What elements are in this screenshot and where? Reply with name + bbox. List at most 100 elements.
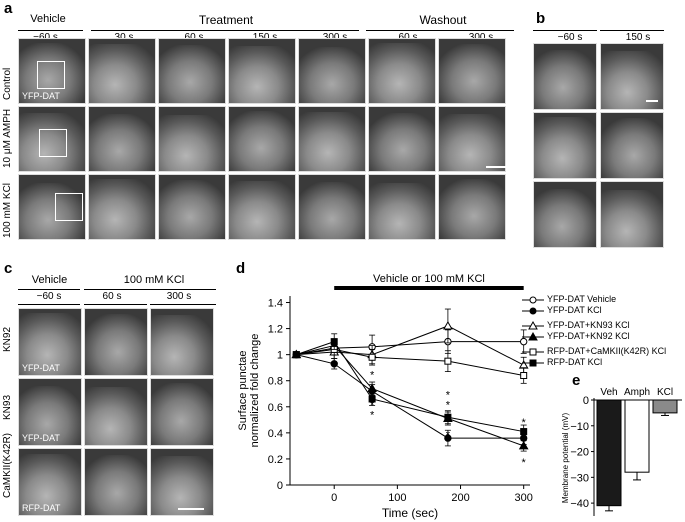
microscopy-tile-b-r0-c0: [533, 43, 597, 110]
e-ylabel: Membrane potential (mV): [561, 413, 570, 504]
panel-a-label: a: [4, 0, 13, 17]
d-point: [292, 351, 300, 359]
legend-label-1: YFP-DAT KCl: [547, 305, 602, 315]
d-ytick-label: 1.4: [268, 298, 283, 310]
cell-image: [159, 115, 225, 171]
microscopy-tile-a-r0-c3: [228, 38, 296, 104]
b-time-0: −60 s: [557, 32, 583, 43]
cell-image: [159, 180, 225, 239]
microscopy-tile-a-r1-c0: [18, 106, 86, 172]
microscopy-tile-b-r2-c1: [600, 181, 664, 248]
c-time-1: 60 s: [102, 291, 122, 302]
a-vehicle-line: [18, 30, 83, 31]
cell-image: [369, 43, 435, 103]
roi-box: [55, 193, 83, 221]
c-row-2: CaMKII(K42R): [2, 432, 13, 498]
d-point: [518, 440, 529, 450]
a-row-2: 100 mM KCl: [2, 182, 13, 238]
d-ylabel-1: Surface punctae: [237, 350, 249, 430]
microscopy-tile-a-r1-c1: [88, 106, 156, 172]
cell-image: [369, 183, 435, 239]
microscopy-tile-a-r0-c0: YFP-DAT: [18, 38, 86, 104]
a-time-3: 150 s: [250, 32, 280, 43]
d-xtick-label: 100: [388, 492, 406, 504]
treatment-bar-label: Vehicle or 100 mM KCl: [373, 273, 485, 285]
cell-image: [19, 454, 81, 515]
e-bar-amph: [624, 399, 650, 473]
d-significance-asterisk: *: [370, 400, 375, 412]
legend-marker-2: [522, 321, 544, 330]
d-significance-asterisk: *: [522, 417, 527, 429]
d-point: [520, 372, 528, 380]
a-time-0: −60 s: [18, 32, 73, 43]
legend-marker-0: [522, 296, 544, 304]
d-series-5: [292, 333, 528, 439]
cell-image: [229, 46, 295, 103]
a-time-1: 30 s: [112, 32, 136, 43]
cell-image: [89, 114, 155, 171]
c-row-0: KN92: [2, 326, 13, 352]
e-category-label: Veh: [600, 387, 617, 398]
e-category-label: KCl: [657, 387, 673, 398]
d-significance-asterisk: *: [446, 400, 451, 412]
cell-image: [151, 456, 213, 515]
legend-label-2: YFP-DAT+KN93 KCl: [547, 320, 630, 330]
d-point: [444, 413, 452, 421]
cell-image: [534, 117, 596, 178]
c-t2-line: [150, 304, 216, 305]
microscopy-tile-c-r0-c2: [150, 308, 214, 376]
e-ytick-label: 0: [583, 395, 589, 407]
microscopy-tile-c-r1-c2: [150, 378, 214, 446]
e-bar-kcl: [652, 399, 678, 414]
cell-image: [85, 455, 147, 515]
legend-marker-5: [522, 359, 544, 367]
microscopy-tile-a-r1-c3: [228, 106, 296, 172]
microscopy-tile-a-r0-c6: [438, 38, 506, 104]
cell-image: [19, 113, 85, 171]
microscopy-tile-c-r0-c0: YFP-DAT: [18, 308, 82, 376]
roi-box: [37, 61, 65, 89]
tile-label: YFP-DAT: [22, 433, 60, 443]
cell-image: [89, 44, 155, 103]
cell-image: [439, 179, 505, 239]
c-t0-line: [18, 304, 80, 305]
d-point: [330, 338, 338, 346]
cell-image: [534, 189, 596, 247]
a-row-1: 10 μM AMPH: [2, 108, 13, 168]
c-group-vehicle: Vehicle: [31, 274, 68, 286]
e-bars: Veh Amph KCl: [596, 387, 678, 512]
c-t1-line: [84, 304, 147, 305]
microscopy-tile-a-r0-c2: [158, 38, 226, 104]
d-point: [519, 337, 528, 346]
d-point: [368, 395, 376, 403]
c-time-2: 300 s: [166, 291, 192, 302]
cell-image: [369, 113, 435, 171]
microscopy-tile-a-r2-c0: [18, 174, 86, 240]
b-line-0: [533, 30, 597, 31]
d-series-0: [292, 329, 528, 359]
cell-image: [89, 179, 155, 239]
a-time-6: 300 s: [466, 32, 496, 43]
tile-label: RFP-DAT: [22, 503, 61, 513]
microscopy-tile-a-r2-c6: [438, 174, 506, 240]
cell-image: [601, 51, 663, 109]
legend-marker-4: [522, 348, 544, 356]
d-point: [444, 434, 452, 442]
a-group-washout: Washout: [419, 13, 467, 27]
microscopy-tile-a-r2-c4: [298, 174, 366, 240]
legend-label-0: YFP-DAT Vehicle: [547, 294, 617, 304]
e-ytick-label: −30: [570, 472, 589, 484]
a-time-2: 60 s: [182, 32, 206, 43]
d-ytick-label: 0.6: [268, 402, 283, 414]
microscopy-tile-c-r1-c1: [84, 378, 148, 446]
panel-b-label: b: [536, 10, 546, 27]
e-axes: 0 −10 −20 −30 −40: [570, 395, 682, 516]
d-significance-asterisk: *: [370, 370, 375, 382]
d-ytick-label: 1: [277, 350, 283, 362]
microscopy-tile-c-r2-c2: [150, 448, 214, 516]
e-category-label: Amph: [624, 387, 650, 398]
d-axes: 0 0.2 0.4 0.6 0.8 1 1.2 1.4 0 100 200 300: [268, 296, 533, 504]
panel-c-label: c: [4, 260, 13, 277]
d-xtick-label: 200: [451, 492, 469, 504]
d-significance-asterisk: *: [522, 427, 527, 439]
